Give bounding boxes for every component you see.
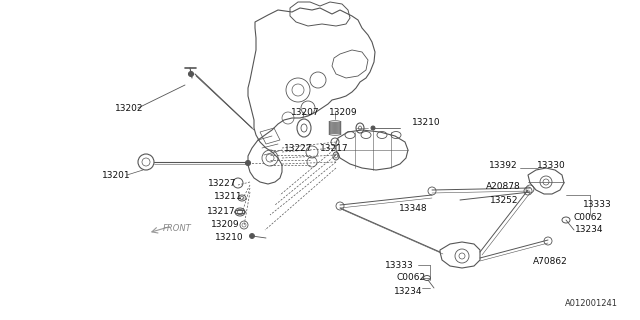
Circle shape <box>371 126 375 130</box>
Text: 13252: 13252 <box>490 196 518 204</box>
Text: 13217: 13217 <box>320 143 349 153</box>
Text: 13333: 13333 <box>583 199 612 209</box>
Text: 13207: 13207 <box>291 108 319 116</box>
Circle shape <box>246 161 250 165</box>
Text: C0062: C0062 <box>396 274 425 283</box>
Text: 13333: 13333 <box>385 260 413 269</box>
Text: 13210: 13210 <box>215 233 244 242</box>
Text: 13234: 13234 <box>394 286 422 295</box>
Text: C0062: C0062 <box>573 212 602 221</box>
Text: 13201: 13201 <box>102 171 131 180</box>
Text: A012001241: A012001241 <box>565 299 618 308</box>
Text: FRONT: FRONT <box>163 223 192 233</box>
Text: 13330: 13330 <box>537 161 566 170</box>
Text: 13392: 13392 <box>489 161 518 170</box>
Text: A20878: A20878 <box>486 181 521 190</box>
Text: 13217: 13217 <box>207 206 236 215</box>
Text: 13209: 13209 <box>211 220 239 228</box>
Text: 13348: 13348 <box>399 204 428 212</box>
Text: 13210: 13210 <box>412 117 440 126</box>
Text: 13211: 13211 <box>214 191 243 201</box>
Text: 13227: 13227 <box>208 179 237 188</box>
Circle shape <box>250 234 255 238</box>
Text: 13234: 13234 <box>575 225 604 234</box>
Text: 13202: 13202 <box>115 103 143 113</box>
Text: A70862: A70862 <box>533 257 568 266</box>
Text: 13227: 13227 <box>284 143 312 153</box>
Circle shape <box>189 71 193 76</box>
Text: 13209: 13209 <box>329 108 358 116</box>
